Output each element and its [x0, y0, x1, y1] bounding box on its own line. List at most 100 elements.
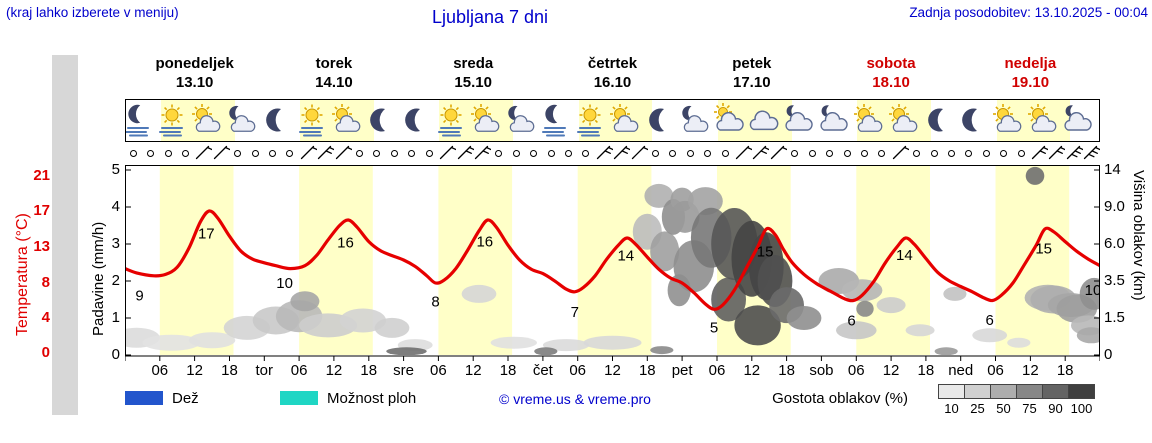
x-hour-label: 12 [186, 362, 203, 379]
cloud-density-box [1042, 384, 1069, 399]
wind-calm-icon [495, 150, 503, 157]
daylight-band [159, 166, 234, 355]
x-hour-label: 06 [708, 362, 726, 379]
x-axis-labels: 06 12 18 tor 06 12 18 sre 06 12 18 čet 06 12 18 pet 06 12… [0, 362, 1152, 380]
weather-icon-sun-cloud [190, 103, 224, 137]
temperature-point-label: 8 [431, 293, 439, 310]
temperature-point-label: 5 [710, 320, 718, 337]
daylight-band [438, 166, 513, 355]
cloud-density-label: Gostota oblakov (%) [772, 390, 908, 407]
wind-barb-icon [194, 143, 214, 161]
x-hour-label: 06 [569, 362, 587, 379]
cloud-blob [856, 300, 874, 317]
day-date: 16.10 [593, 74, 632, 91]
cloud-blob [461, 284, 497, 303]
copyright-link[interactable]: © vreme.us & vreme.pro [499, 391, 651, 407]
cloud-density-box [938, 384, 965, 399]
weather-icon-sun-cloud [469, 103, 503, 137]
cloud-blob [339, 308, 387, 333]
wind-calm-icon [860, 150, 868, 157]
cloud-density-box [1068, 384, 1095, 399]
weather-icon-cloud-sun [713, 103, 747, 137]
wind-symbol-row [125, 142, 1102, 164]
x-hour-label: 12 [743, 362, 761, 379]
wind-barb-icon [734, 143, 754, 161]
cloud-blob [583, 335, 642, 350]
day-name: sreda [453, 55, 494, 72]
wind-calm-icon [373, 150, 381, 157]
wind-calm-icon [286, 150, 294, 157]
day-name: torek [315, 55, 353, 72]
x-hour-label: 18 [917, 362, 935, 379]
cloud-blob [734, 305, 781, 346]
temperature-point-label: 10 [1085, 282, 1100, 299]
temperature-scale-strip [52, 55, 78, 415]
temperature-point-label: 16 [337, 235, 354, 252]
day-name: nedelja [1004, 55, 1057, 72]
wind-barb-icon [456, 143, 475, 161]
x-hour-label: 12 [604, 362, 621, 379]
cloud-blob [1007, 337, 1031, 348]
wind-calm-icon [234, 150, 242, 157]
day-name: ponedeljek [155, 55, 234, 72]
day-date: 15.10 [454, 74, 492, 91]
cloud-density-box [990, 384, 1017, 399]
cloud-blob [786, 306, 822, 330]
wind-barb-icon [1082, 143, 1102, 161]
rain-legend-swatch [125, 391, 163, 405]
plot-svg: 9 17 10 16 8 16 7 14 5 15 6 14 6 15 10 [124, 165, 1101, 361]
x-hour-label: 06 [987, 362, 1004, 379]
day-date: 19.10 [1011, 74, 1050, 91]
x-hour-label: 12 [464, 362, 482, 379]
x-hour-label: 06 [151, 362, 169, 379]
cloud-density-tick: 25 [970, 401, 985, 416]
wind-barb-icon [316, 143, 336, 161]
precipitation-tick-label: 5 [111, 161, 120, 178]
wind-calm-icon [251, 150, 259, 157]
precipitation-axis-label: Padavine (mm/h) [90, 221, 107, 336]
weather-icon-sun-cloud [852, 103, 886, 137]
cloud-height-axis-label: Višina oblakov (km) [1130, 170, 1147, 301]
weather-icon-sun-cloud [991, 103, 1025, 137]
menu-hint: (kraj lahko izberete v meniju) [6, 5, 179, 20]
precipitation-tick-label: 0 [111, 346, 120, 363]
day-date: 14.10 [315, 74, 353, 91]
x-day-label: pet [671, 362, 693, 379]
x-hour-label: 18 [638, 362, 656, 379]
day-header: torek 14.10 [269, 54, 399, 92]
temperature-point-label: 9 [135, 287, 143, 304]
showers-legend-swatch [280, 391, 318, 405]
showers-legend-label: Možnost ploh [327, 390, 417, 407]
x-hour-label: 18 [221, 362, 238, 379]
last-update-text: Zadnja posodobitev: 13.10.2025 - 00:04 [909, 5, 1148, 20]
wind-calm-icon [512, 150, 520, 157]
wind-barb-icon [595, 143, 615, 161]
cloud-blob [374, 317, 410, 338]
weather-icon-strip [125, 99, 1100, 142]
wind-calm-icon [164, 150, 172, 157]
wind-calm-icon [1000, 150, 1008, 157]
cloud-density-box [964, 384, 991, 399]
wind-calm-icon [564, 150, 572, 157]
wind-barb-icon [1047, 143, 1067, 161]
day-date: 13.10 [175, 74, 214, 91]
wind-calm-icon [930, 150, 938, 157]
weather-icon-moon-cloud [504, 103, 538, 137]
temperature-point-label: 7 [571, 304, 579, 321]
x-hour-label: 06 [430, 362, 447, 379]
wind-barb-icon [751, 143, 771, 161]
temperature-point-label: 15 [1035, 240, 1052, 257]
weather-icon-sun-fog [573, 103, 607, 137]
x-hour-label: 18 [499, 362, 517, 379]
temperature-point-label: 16 [476, 234, 493, 251]
meteogram-plot: 9 17 10 16 8 16 7 14 5 15 6 14 6 15 10 [124, 165, 1101, 363]
temperature-curve [126, 209, 1099, 311]
wind-calm-icon [652, 150, 660, 157]
weather-icon-sun-cloud [608, 103, 642, 137]
page-title: Ljubljana 7 dni [431, 7, 549, 27]
cloud-blob [841, 279, 883, 302]
weather-icon-sun-fog [295, 103, 329, 137]
cloud-blob [490, 336, 537, 349]
wind-barb-icon [438, 143, 458, 161]
weather-icon-cloud-moon [782, 103, 816, 137]
